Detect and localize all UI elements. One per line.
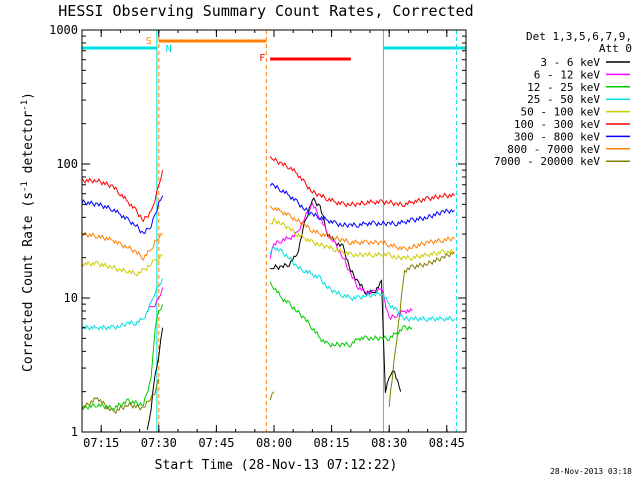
legend-label: 25 - 50 keV: [527, 93, 600, 106]
legend-label: 800 - 7000 keV: [507, 143, 600, 156]
series-line: [269, 391, 275, 401]
series-line: [81, 195, 164, 235]
marker-s: S: [146, 36, 152, 47]
x-axis-label: Start Time (28-Nov-13 07:12:22): [155, 458, 398, 473]
y-tick-label: 100: [56, 157, 78, 171]
legend-header-line-2: Att 0: [599, 42, 632, 55]
legend-label: 300 - 800 keV: [514, 130, 600, 143]
series-line: [81, 378, 160, 415]
x-tick-label: 08:30: [371, 436, 407, 450]
x-tick-label: 08:45: [429, 436, 465, 450]
series-line: [269, 201, 413, 320]
x-tick-label: 08:15: [314, 436, 350, 450]
legend-label: 7000 - 20000 keV: [494, 155, 600, 168]
series-line: [388, 251, 455, 407]
marker-layer: S N F: [146, 36, 266, 64]
series-line: [81, 231, 163, 261]
series-line: [81, 278, 164, 331]
x-tick-label: 07:45: [198, 436, 234, 450]
legend-label: 3 - 6 keV: [540, 56, 600, 69]
series-line: [269, 156, 455, 208]
series-line: [81, 254, 163, 277]
bars-layer: [82, 30, 466, 432]
series-line: [81, 170, 164, 223]
x-tick-label: 07:15: [83, 436, 119, 450]
legend-label: 50 - 100 keV: [521, 106, 601, 119]
series-line: [81, 303, 164, 411]
marker-f: F: [259, 53, 265, 64]
series-line: [269, 182, 455, 229]
y-axis-label: Corrected Count Rate (s-1 detector-1): [20, 92, 36, 372]
y-tick-label: 1000: [49, 23, 78, 37]
series-line: [269, 205, 455, 252]
legend-label: 100 - 300 keV: [514, 118, 600, 131]
x-tick-label: 08:00: [256, 436, 292, 450]
series-layer: [81, 156, 455, 430]
tick-layer: 07:15 07:30 07:45 08:00 08:15 08:30 08:45 1 10 10…: [49, 23, 467, 450]
series-line: [269, 246, 455, 322]
legend-header-line-1: Det 1,3,5,6,7,9,: [526, 30, 632, 43]
series-line: [146, 287, 164, 313]
chart-title: HESSI Observing Summary Count Rates, Cor…: [58, 2, 473, 20]
timestamp: 28-Nov-2013 03:18: [550, 467, 632, 476]
series-line: [269, 281, 413, 348]
legend-label: 12 - 25 keV: [527, 81, 600, 94]
y-tick-label: 1: [71, 425, 78, 439]
y-tick-label: 10: [64, 291, 78, 305]
series-line: [270, 216, 455, 261]
x-tick-label: 07:30: [141, 436, 177, 450]
legend-label: 6 - 12 keV: [534, 68, 601, 81]
marker-n: N: [166, 44, 172, 55]
series-line: [146, 327, 164, 430]
